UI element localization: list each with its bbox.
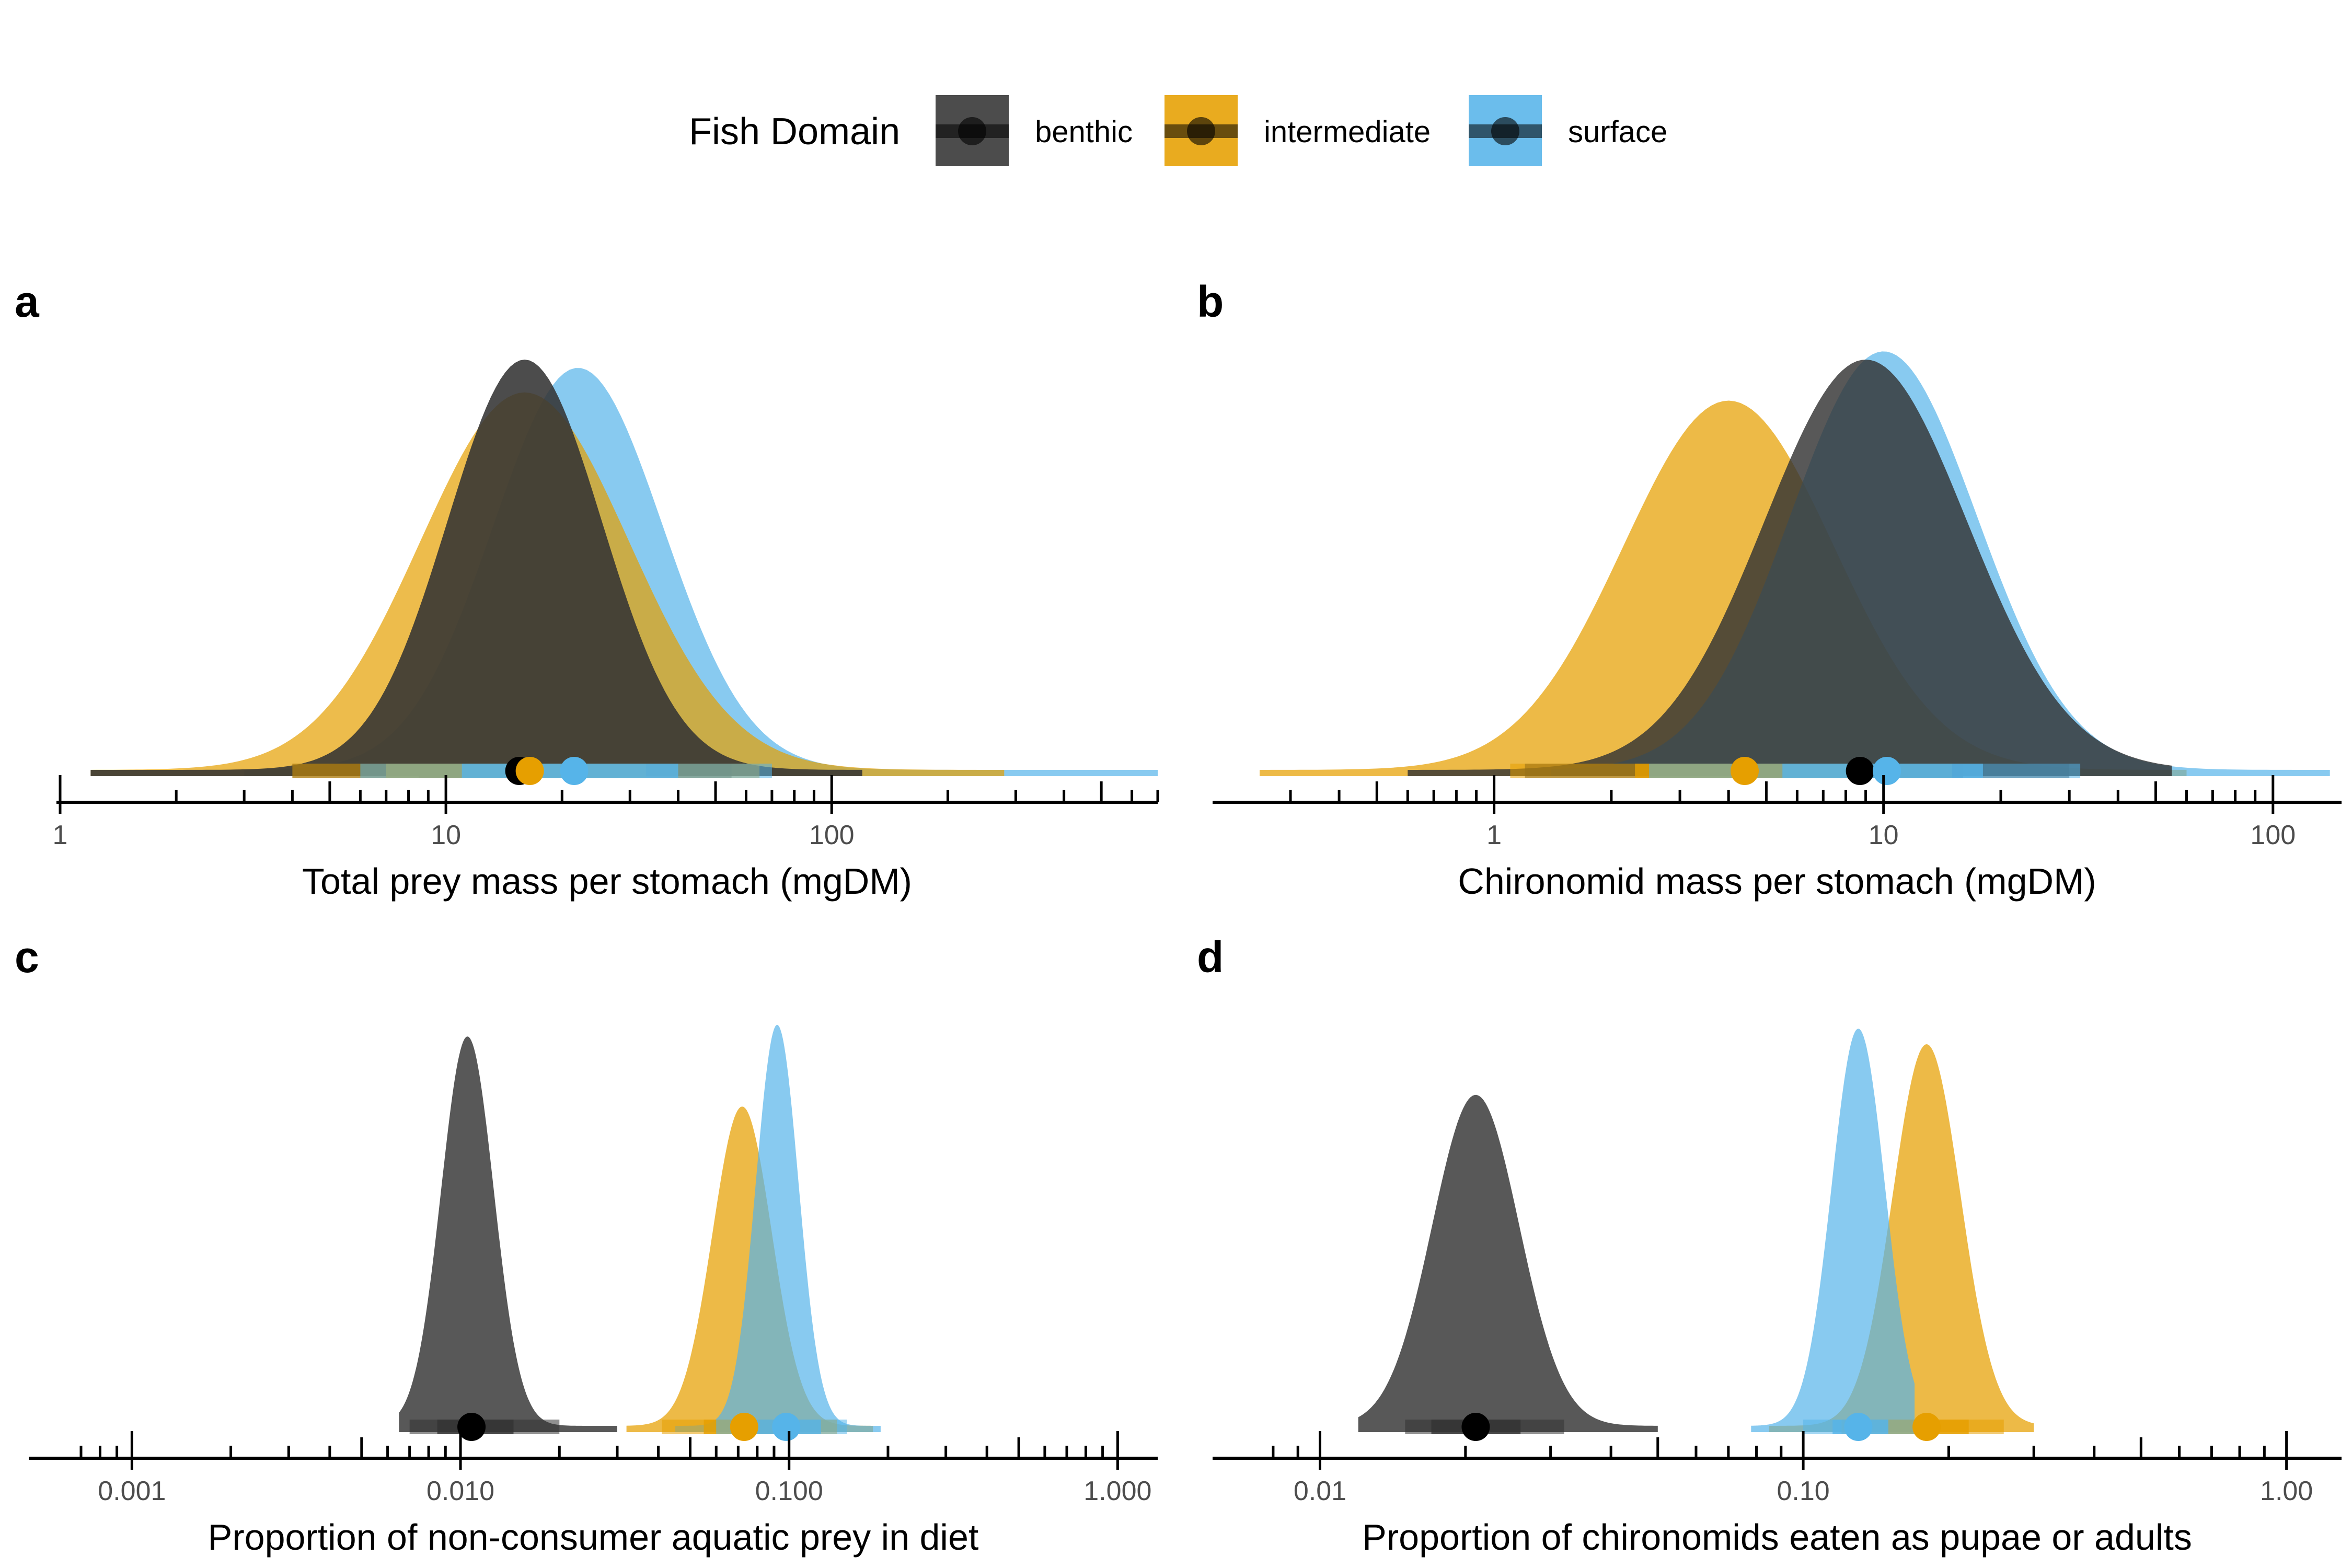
median-point-surface (772, 1413, 801, 1441)
densities-c (399, 1024, 881, 1432)
density-surface (1751, 1029, 1915, 1432)
x-axis-title: Proportion of non-consumer aquatic prey … (208, 1517, 979, 1558)
median-point-benthic (1461, 1413, 1490, 1441)
median-point-benthic (1846, 757, 1874, 785)
panel-c: 0.001 0.010 0.100 1.000 Proportion of non-co… (29, 1024, 1158, 1558)
densities-b (1260, 351, 2330, 776)
tick-label: 10 (431, 820, 461, 850)
x-axis-title: Total prey mass per stomach (mgDM) (302, 861, 912, 902)
median-point-surface (560, 757, 589, 785)
median-point-intermediate (1912, 1413, 1941, 1441)
tick-label: 0.001 (98, 1476, 166, 1506)
legend-label-surface: surface (1568, 115, 1667, 149)
legend-item-benthic: benthic (936, 95, 1133, 166)
tick-label: 0.01 (1294, 1476, 1346, 1506)
densities-d (1358, 1029, 2034, 1432)
tick-label: 10 (1869, 820, 1899, 850)
median-point-surface (1873, 757, 1901, 785)
legend-label-intermediate: intermediate (1264, 115, 1431, 149)
tick-label: 1 (1486, 820, 1502, 850)
x-axis-title: Chironomid mass per stomach (mgDM) (1458, 861, 2096, 902)
panel-tag-a: a (15, 277, 40, 326)
median-point-intermediate (515, 757, 544, 785)
tick-label: 0.100 (755, 1476, 823, 1506)
density-benthic (399, 1036, 617, 1432)
tick-label: 1.00 (2260, 1476, 2313, 1506)
median-point-intermediate (1731, 757, 1759, 785)
x-axis-title: Proportion of chironomids eaten as pupae… (1362, 1517, 2192, 1558)
density-benthic (1358, 1094, 1658, 1432)
legend-title: Fish Domain (689, 111, 900, 153)
legend-key-point-intermediate (1187, 117, 1215, 145)
density-intermediate (1260, 400, 2187, 776)
density-benthic (90, 360, 862, 776)
intervals-c (409, 1413, 847, 1441)
panel-tag-d: d (1197, 932, 1224, 982)
panel-b: 1 10 100 Chironomid mass per stomach (mgDM) (1213, 351, 2342, 902)
tick-label: 1 (53, 820, 68, 850)
intervals-d (1405, 1413, 2004, 1441)
x-axis-a: 1 10 100 (53, 775, 1159, 850)
median-point-intermediate (730, 1413, 758, 1441)
panel-a: 1 10 100 Total prey mass per stomach (mgDM) (53, 360, 1159, 902)
intervals-b (1510, 757, 2081, 785)
x-axis-b: 1 10 100 (1213, 775, 2342, 850)
density-benthic (1408, 360, 2172, 776)
densities-a (90, 360, 1158, 776)
legend-label-benthic: benthic (1035, 115, 1133, 149)
panel-tag-b: b (1197, 277, 1224, 326)
tick-label: 1.000 (1083, 1476, 1151, 1506)
intervals-a (292, 757, 772, 785)
legend-item-surface: surface (1469, 95, 1667, 166)
legend-item-intermediate: intermediate (1165, 95, 1431, 166)
tick-label: 100 (2250, 820, 2296, 850)
legend: Fish Domain benthic intermediate surface (689, 95, 1667, 166)
panel-tag-c: c (15, 932, 39, 982)
median-point-benthic (457, 1413, 486, 1441)
median-point-surface (1844, 1413, 1873, 1441)
tick-label: 0.10 (1777, 1476, 1829, 1506)
tick-label: 0.010 (426, 1476, 494, 1506)
density-surface (675, 1024, 881, 1432)
legend-key-point-surface (1491, 117, 1519, 145)
tick-label: 100 (809, 820, 855, 850)
panel-d: 0.01 0.10 1.00 Proportion of chironomids ea… (1213, 1029, 2342, 1558)
legend-key-point-benthic (958, 117, 986, 145)
density-intermediate (1769, 1044, 2034, 1432)
x-axis-d: 0.01 0.10 1.00 (1213, 1431, 2342, 1506)
x-axis-c: 0.001 0.010 0.100 1.000 (29, 1431, 1158, 1506)
